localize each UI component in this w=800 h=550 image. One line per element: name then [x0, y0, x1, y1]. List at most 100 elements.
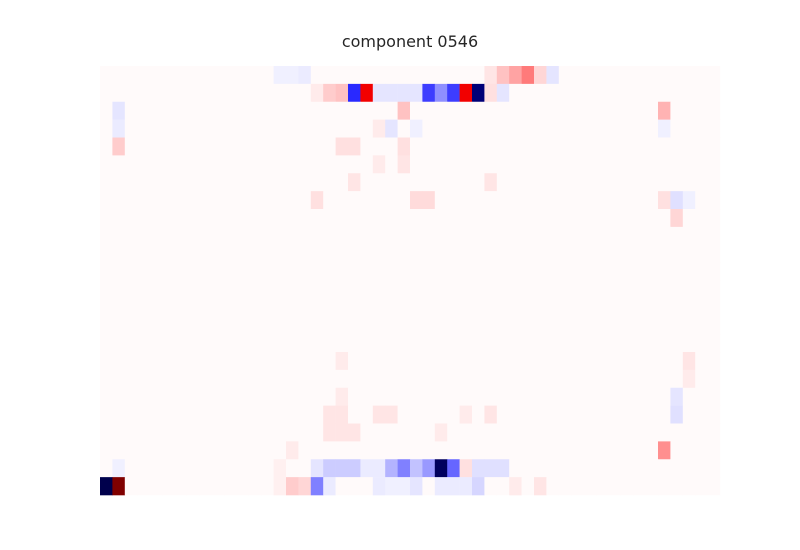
heatmap-cell: [360, 155, 374, 174]
heatmap-cell: [422, 352, 436, 371]
heatmap-cell: [596, 423, 609, 442]
heatmap-cell: [583, 173, 597, 192]
heatmap-cell: [422, 423, 436, 442]
heatmap-cell: [447, 298, 460, 317]
heatmap-cell: [360, 262, 374, 281]
heatmap-cell: [248, 316, 262, 335]
heatmap-cell: [509, 459, 522, 478]
heatmap-cell: [484, 423, 498, 442]
heatmap-cell: [534, 137, 547, 156]
heatmap-cell: [335, 226, 349, 246]
heatmap-cell: [583, 334, 597, 353]
heatmap-cell: [583, 316, 597, 335]
heatmap-cell: [298, 137, 312, 156]
heatmap-cell: [360, 423, 374, 442]
heatmap-cell: [323, 423, 336, 442]
heatmap-cell: [707, 137, 721, 156]
heatmap-cell: [211, 334, 225, 353]
heatmap-cell: [459, 83, 473, 103]
heatmap-cell: [298, 66, 312, 85]
heatmap-cell: [583, 459, 597, 478]
heatmap-cell: [310, 262, 324, 281]
heatmap-cell: [434, 173, 448, 192]
heatmap-cell: [633, 441, 646, 460]
heatmap-cell: [459, 459, 473, 478]
heatmap-cell: [124, 83, 138, 103]
heatmap-cell: [310, 173, 324, 192]
heatmap-cell: [137, 316, 150, 335]
heatmap-cell: [695, 423, 708, 442]
heatmap-cell: [248, 191, 262, 210]
heatmap-cell: [410, 155, 423, 174]
heatmap-cell: [484, 209, 498, 228]
heatmap-cell: [397, 137, 411, 156]
heatmap-cell: [112, 101, 126, 120]
heatmap-cell: [447, 441, 460, 460]
heatmap-cell: [100, 101, 113, 120]
heatmap-cell: [137, 280, 150, 299]
heatmap-cell: [286, 101, 299, 120]
heatmap-cell: [224, 262, 237, 281]
heatmap-cell: [484, 83, 498, 103]
heatmap-cell: [484, 155, 498, 174]
heatmap-cell: [658, 226, 671, 246]
heatmap-cell: [695, 477, 708, 496]
heatmap-cell: [534, 423, 547, 442]
heatmap-cell: [633, 477, 646, 496]
heatmap-cell: [410, 137, 423, 156]
heatmap-cell: [236, 387, 250, 406]
heatmap-cell: [372, 459, 386, 478]
heatmap-cell: [558, 369, 572, 389]
heatmap-cell: [236, 334, 250, 353]
heatmap-cell: [496, 387, 510, 406]
heatmap-cell: [286, 316, 299, 335]
heatmap-cell: [583, 387, 597, 406]
heatmap-cell: [199, 244, 212, 263]
heatmap-cell: [472, 83, 485, 103]
heatmap-cell: [447, 423, 460, 442]
heatmap-cell: [348, 298, 361, 317]
heatmap-cell: [273, 137, 287, 156]
heatmap-cell: [546, 441, 560, 460]
heatmap-cell: [224, 83, 237, 103]
heatmap-cells: [100, 66, 721, 496]
heatmap-cell: [348, 191, 361, 210]
heatmap-cell: [472, 387, 485, 406]
heatmap-cell: [633, 405, 646, 424]
heatmap-cell: [372, 101, 386, 120]
heatmap-cell: [199, 423, 212, 442]
heatmap-cell: [149, 262, 163, 281]
heatmap-cell: [335, 459, 349, 478]
heatmap-cell: [174, 352, 188, 371]
heatmap-cell: [224, 477, 237, 496]
heatmap-cell: [670, 101, 684, 120]
heatmap-cell: [100, 334, 113, 353]
heatmap-cell: [186, 209, 200, 228]
heatmap-cell: [397, 119, 411, 138]
heatmap-cell: [447, 209, 460, 228]
heatmap-cell: [385, 334, 398, 353]
heatmap-cell: [558, 352, 572, 371]
heatmap-cell: [174, 441, 188, 460]
heatmap-cell: [558, 209, 572, 228]
heatmap-cell: [335, 423, 349, 442]
heatmap-cell: [459, 155, 473, 174]
heatmap-cell: [571, 226, 584, 246]
heatmap-cell: [658, 173, 671, 192]
heatmap-cell: [186, 405, 200, 424]
heatmap-cell: [434, 334, 448, 353]
heatmap-cell: [583, 66, 597, 85]
heatmap-cell: [472, 280, 485, 299]
heatmap-cell: [186, 387, 200, 406]
heatmap-cell: [224, 191, 237, 210]
heatmap-cell: [211, 137, 225, 156]
heatmap-cell: [360, 334, 374, 353]
heatmap-cell: [100, 477, 113, 496]
heatmap-cell: [670, 477, 684, 496]
heatmap-cell: [335, 66, 349, 85]
heatmap-cell: [496, 352, 510, 371]
heatmap-cell: [521, 101, 535, 120]
heatmap-cell: [422, 173, 436, 192]
heatmap-cell: [546, 369, 560, 389]
heatmap-cell: [558, 441, 572, 460]
